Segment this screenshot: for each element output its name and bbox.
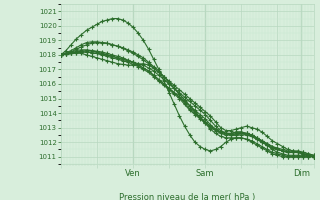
Text: Sam: Sam [196, 169, 214, 178]
Text: Ven: Ven [125, 169, 141, 178]
Text: Pression niveau de la mer( hPa ): Pression niveau de la mer( hPa ) [119, 193, 255, 200]
Text: Dim: Dim [293, 169, 310, 178]
